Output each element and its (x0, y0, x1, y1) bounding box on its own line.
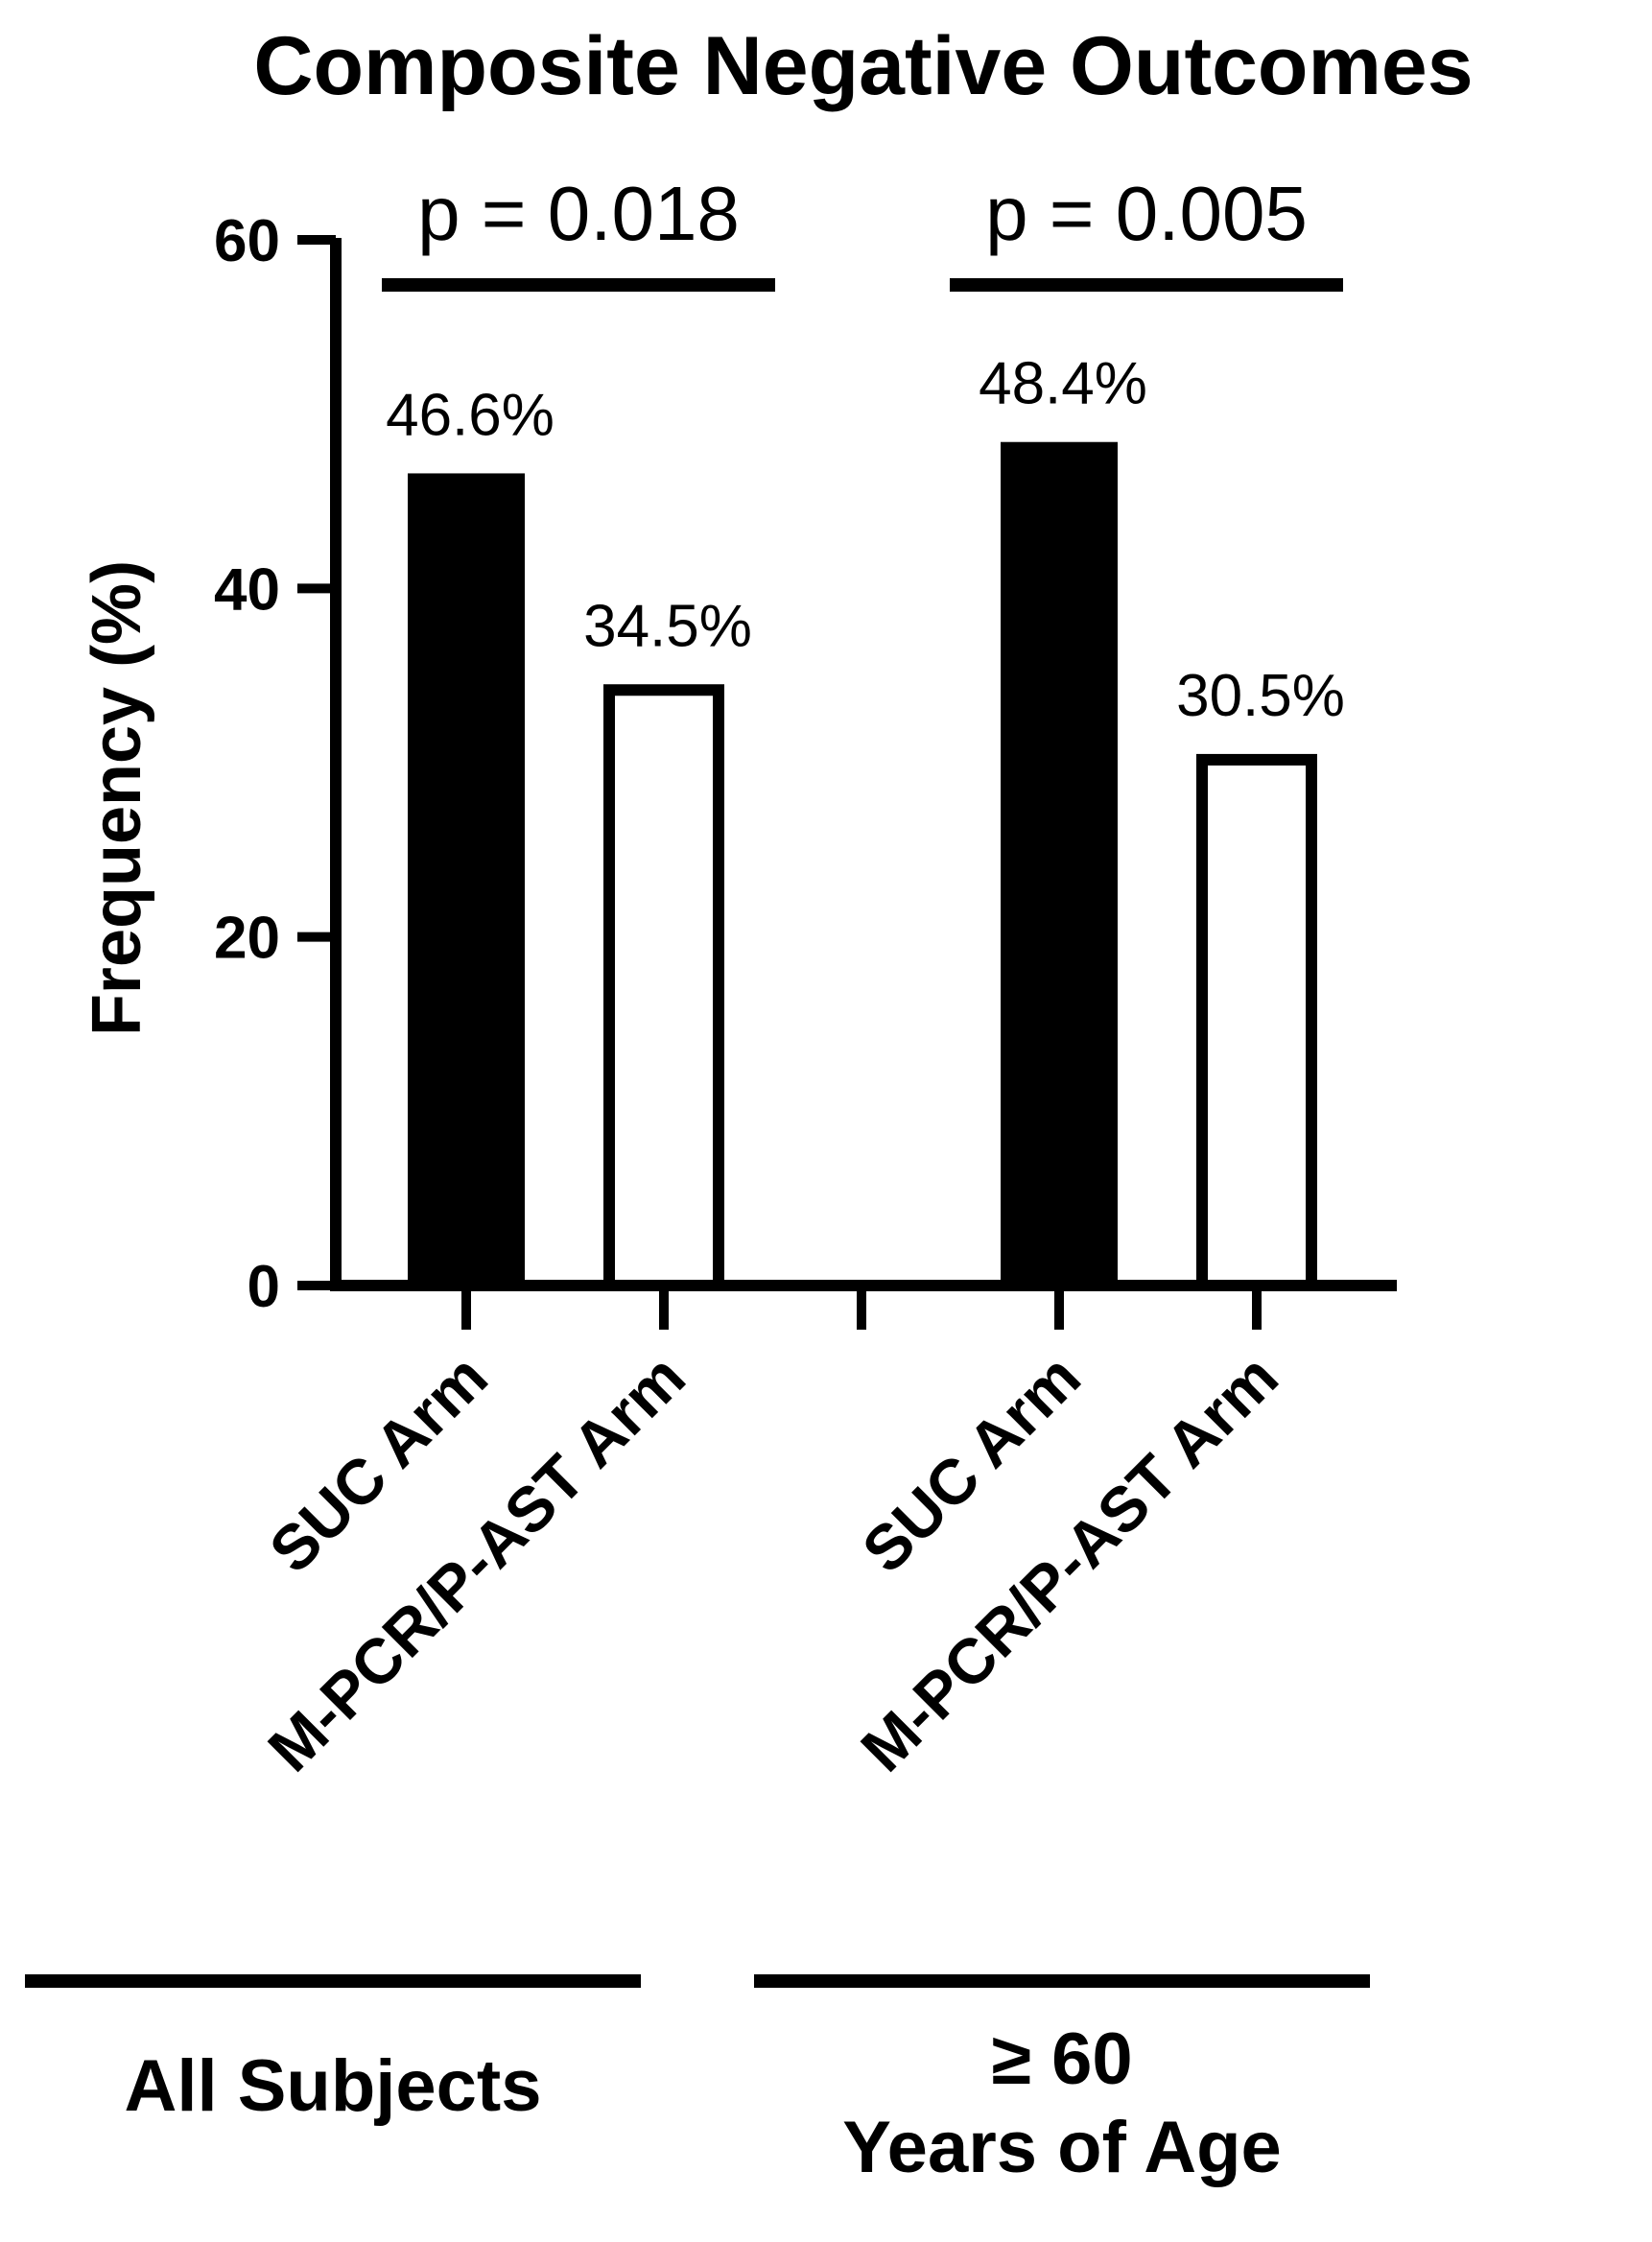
group-label: Years of Age (842, 2107, 1282, 2188)
y-axis-ticks: 0 20 40 60 (214, 208, 336, 1320)
bar-value-label: 34.5% (583, 593, 752, 659)
p-value-label: p = 0.005 (985, 171, 1308, 256)
bar (1196, 753, 1317, 1291)
chart-title: Composite Negative Outcomes (253, 20, 1473, 112)
bar (1001, 441, 1118, 1286)
y-tick-label: 20 (214, 906, 280, 972)
y-tick-label: 40 (214, 556, 280, 623)
bar-value-label: 48.4% (979, 351, 1147, 417)
y-axis-label: Frequency (%) (79, 560, 155, 1036)
bar (408, 473, 525, 1286)
p-value-label: p = 0.018 (417, 171, 740, 256)
y-tick-label: 0 (248, 1254, 280, 1320)
group-label: ≥ 60 (991, 2018, 1132, 2100)
significance-annotations: p = 0.018 p = 0.005 (382, 171, 1343, 292)
y-tick-label: 60 (214, 208, 280, 274)
bar-value-label: 46.6% (386, 382, 555, 448)
bars: 46.6% 34.5% 48.4% 30.5% (386, 351, 1345, 1291)
bar-value-label: 30.5% (1176, 663, 1345, 729)
group-label: All Subjects (125, 2045, 542, 2127)
bar (603, 684, 724, 1291)
